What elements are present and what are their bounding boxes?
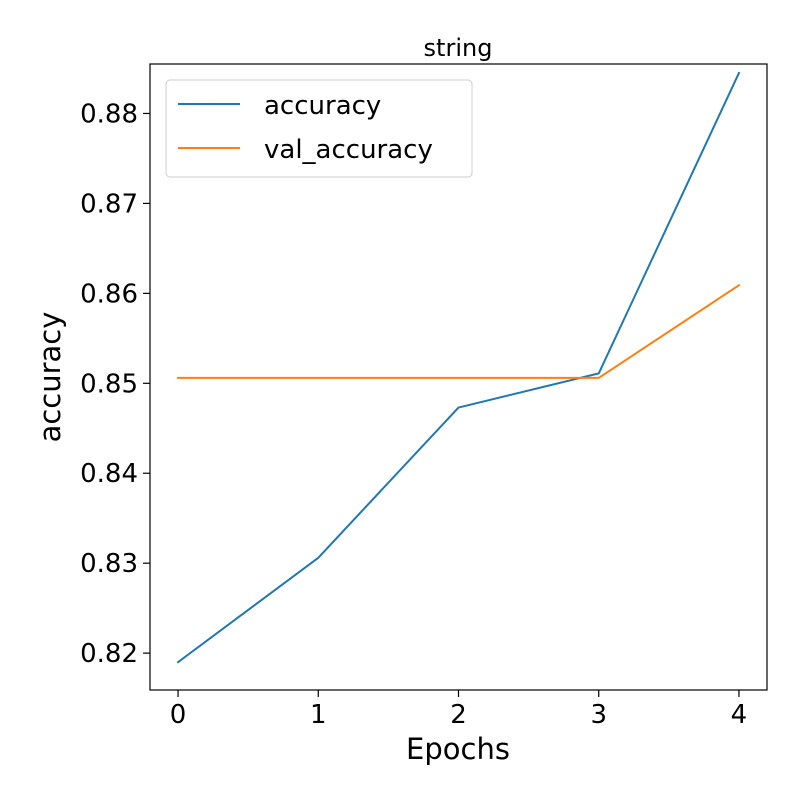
x-axis: 0 1 2 3 4 — [170, 690, 747, 730]
y-axis-title: accuracy — [33, 312, 67, 443]
x-tick-label: 4 — [731, 700, 748, 730]
y-tick-label: 0.82 — [80, 639, 138, 669]
x-tick-label: 2 — [450, 700, 467, 730]
y-tick-label: 0.88 — [80, 99, 138, 129]
chart-title: string — [424, 34, 493, 62]
legend: accuracy val_accuracy — [165, 79, 473, 178]
y-axis: 0.82 0.83 0.84 0.85 0.86 0.87 0.88 — [80, 99, 150, 669]
x-tick-label: 1 — [310, 700, 327, 730]
legend-box — [165, 79, 473, 178]
x-axis-title: Epochs — [406, 732, 510, 766]
legend-label-val-accuracy: val_accuracy — [264, 135, 433, 165]
y-tick-label: 0.84 — [80, 459, 138, 489]
y-tick-label: 0.83 — [80, 549, 138, 579]
y-tick-label: 0.85 — [80, 369, 138, 399]
y-tick-label: 0.87 — [80, 189, 138, 219]
legend-entries: accuracy val_accuracy — [178, 91, 433, 165]
x-tick-label: 3 — [590, 700, 607, 730]
legend-label-accuracy: accuracy — [264, 91, 381, 121]
series-line-accuracy — [176, 71, 741, 664]
x-tick-label: 0 — [170, 700, 187, 730]
series-line-val-accuracy — [177, 283, 741, 379]
y-tick-label: 0.86 — [80, 279, 138, 309]
series-lines — [176, 71, 741, 664]
